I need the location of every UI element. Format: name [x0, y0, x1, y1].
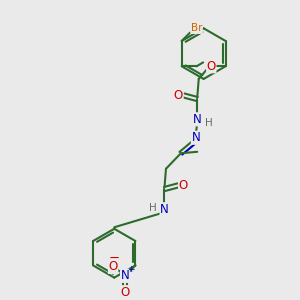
Text: Br: Br [191, 23, 202, 33]
Text: O: O [174, 89, 183, 102]
Text: N: N [191, 131, 200, 144]
Text: O: O [207, 60, 216, 73]
Text: N: N [193, 113, 202, 126]
Text: H: H [205, 118, 212, 128]
Text: N: N [121, 269, 129, 282]
Text: O: O [120, 286, 130, 299]
Text: O: O [178, 179, 188, 192]
Text: −: − [108, 252, 119, 265]
Text: H: H [149, 203, 157, 213]
Text: +: + [127, 265, 135, 274]
Text: O: O [108, 260, 118, 273]
Text: N: N [160, 203, 169, 216]
